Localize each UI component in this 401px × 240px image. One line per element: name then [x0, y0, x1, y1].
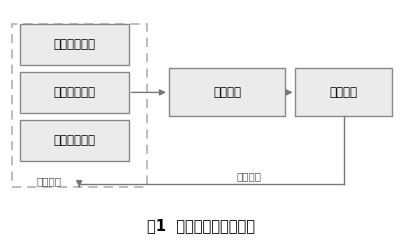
- Text: 平台学习数据: 平台学习数据: [53, 86, 95, 99]
- Bar: [20, 120, 128, 161]
- Text: 知识推荐: 知识推荐: [329, 86, 357, 99]
- Bar: [12, 24, 146, 187]
- Text: 计算特征: 计算特征: [213, 86, 241, 99]
- Bar: [168, 68, 285, 116]
- Text: 图1  个性化学习需求推荐: 图1 个性化学习需求推荐: [147, 218, 254, 233]
- Bar: [20, 24, 128, 65]
- Text: 学习需求数据: 学习需求数据: [53, 38, 95, 51]
- Text: 数据采集: 数据采集: [36, 176, 61, 186]
- Bar: [20, 72, 128, 113]
- Text: 课程知识数据: 课程知识数据: [53, 134, 95, 147]
- Bar: [295, 68, 391, 116]
- Text: 反馈推荐: 反馈推荐: [236, 171, 261, 181]
